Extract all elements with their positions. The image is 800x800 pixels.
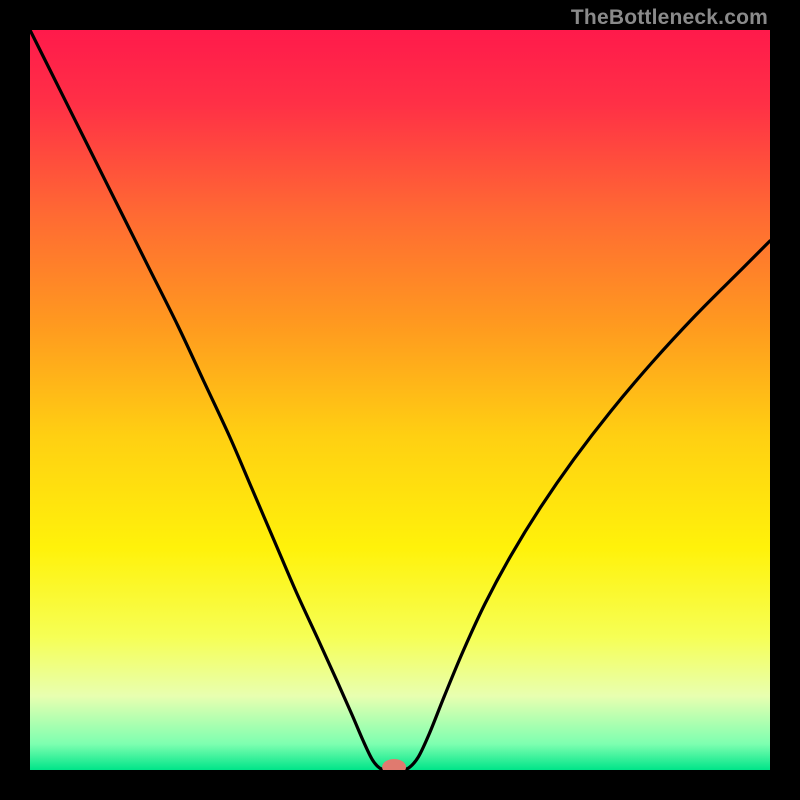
watermark-text: TheBottleneck.com: [571, 6, 768, 30]
plot-area: [30, 30, 770, 770]
chart-frame: TheBottleneck.com: [0, 0, 800, 800]
gradient-background: [30, 30, 770, 770]
chart-svg: [30, 30, 770, 770]
